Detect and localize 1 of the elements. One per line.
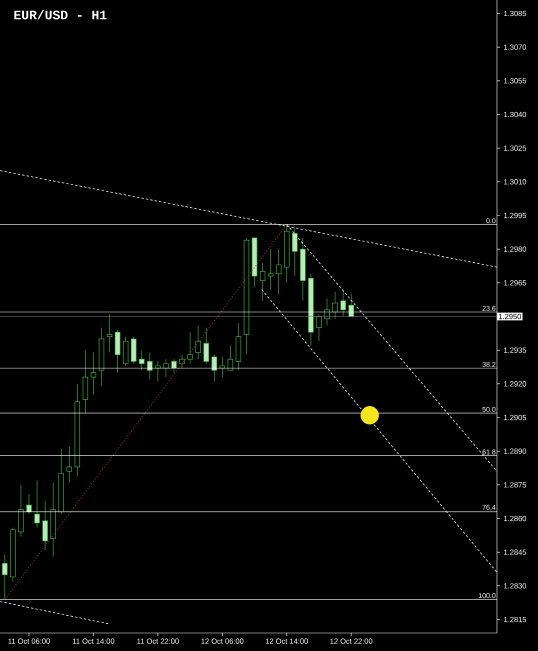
text: EUR/USD - H1: [14, 10, 107, 20]
